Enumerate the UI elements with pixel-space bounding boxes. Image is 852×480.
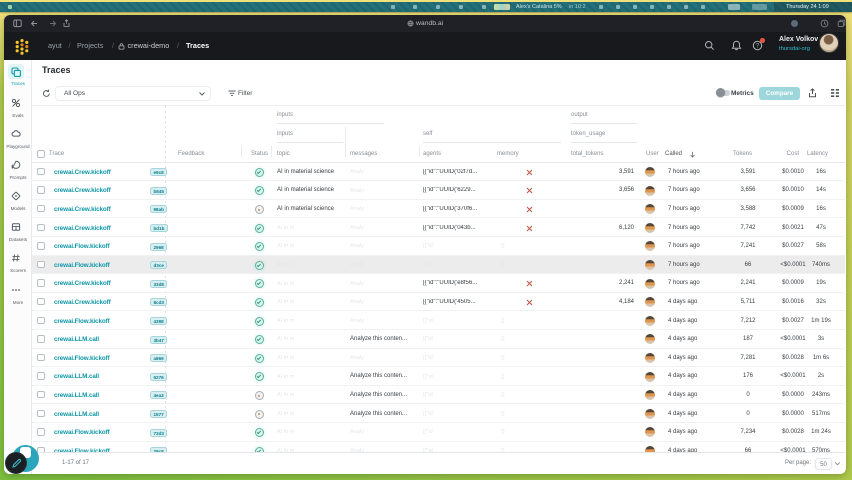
svg-text:?: ? bbox=[756, 44, 760, 50]
